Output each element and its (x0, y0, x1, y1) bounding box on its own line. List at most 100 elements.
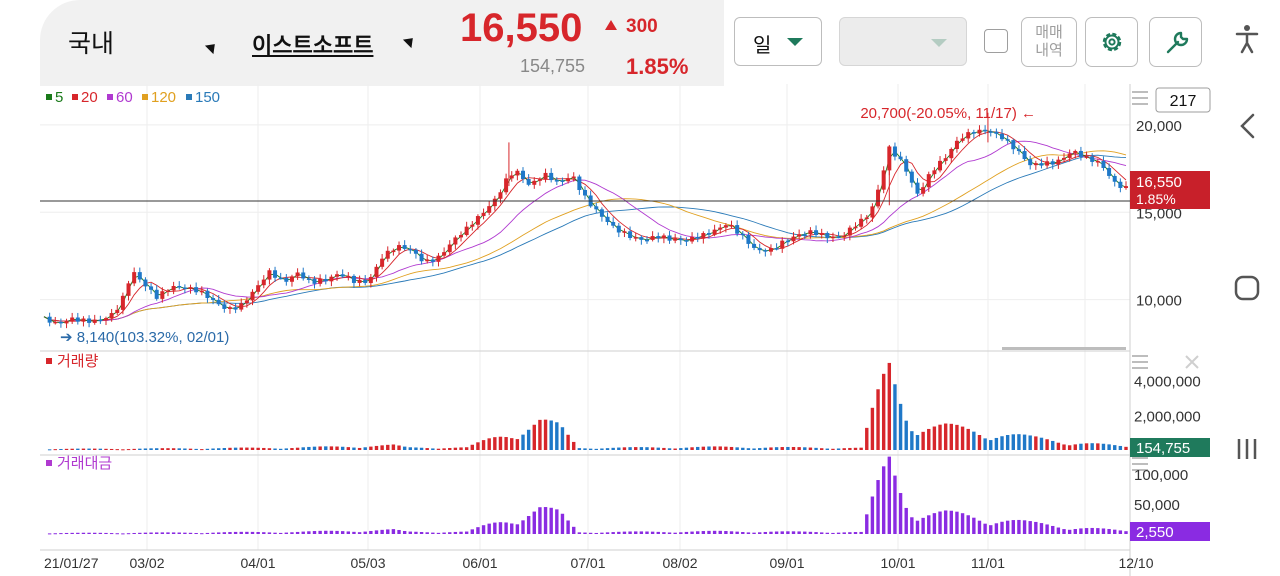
volume-tick-label: 2,000,000 (1134, 408, 1201, 425)
volume-bar (397, 445, 401, 450)
volume-bar (543, 419, 548, 450)
amount-bar (966, 515, 970, 534)
volume-bar (194, 448, 198, 450)
amount-bar (622, 531, 627, 534)
volume-bar (690, 447, 694, 450)
volume-bar (791, 446, 796, 450)
amount-bar (515, 524, 520, 534)
volume-bar (662, 447, 666, 450)
candle-up (650, 236, 655, 240)
legend-label: 120 (151, 89, 176, 106)
secondary-select[interactable] (839, 17, 967, 66)
price-tick-label: 20,000 (1136, 118, 1182, 135)
amount-bar (346, 531, 351, 534)
candle-up (103, 318, 108, 321)
volume-bar (459, 447, 463, 450)
market-caret-icon[interactable] (204, 39, 220, 55)
candle-up (436, 255, 441, 262)
volume-bar (324, 446, 328, 450)
candle-up (126, 283, 131, 296)
candle-down (177, 285, 182, 288)
legend-label: 5 (55, 89, 63, 106)
amount-bar (549, 507, 553, 534)
amount-bar (284, 532, 289, 534)
candle-up (921, 187, 926, 194)
candle-down (1000, 133, 1005, 140)
volume-bar (301, 447, 305, 450)
amount-bar (566, 520, 570, 534)
volume-bar (200, 449, 204, 451)
legend-swatch (142, 94, 148, 100)
candle-down (363, 279, 368, 284)
candle-up (1056, 159, 1061, 165)
amount-bar (577, 532, 582, 534)
market-selector[interactable]: 국내 (68, 30, 115, 58)
amount-bar (93, 532, 97, 534)
candle-up (92, 319, 97, 323)
candle-down (644, 239, 649, 242)
amount-bar (910, 517, 914, 534)
volume-bar (1034, 436, 1038, 450)
candle-up (425, 259, 430, 262)
scroll-indicator (1002, 347, 1126, 350)
back-chevron-icon[interactable] (1238, 113, 1258, 139)
volume-bar (566, 434, 570, 450)
amount-tick-label: 100,000 (1134, 467, 1188, 484)
recent-apps-icon[interactable] (1234, 436, 1260, 462)
volume-bar (594, 448, 598, 450)
volume-bar (938, 424, 942, 450)
candle-up (864, 217, 869, 219)
candle-up (797, 234, 802, 237)
price-chart[interactable]: 5 20 60 120 150 20,700(-20.05%, 11/17) ← ➔ 8,1… (40, 84, 1212, 576)
volume-bar (115, 449, 119, 451)
candle-down (1028, 159, 1033, 166)
volume-bar (515, 439, 520, 450)
candle-down (521, 170, 526, 180)
trade-history-button[interactable]: 매매 내역 (1021, 17, 1077, 67)
chevron-down-icon (931, 39, 947, 47)
tools-button[interactable] (1149, 17, 1202, 67)
toggle-checkbox[interactable] (984, 29, 1008, 53)
period-select[interactable]: 일 (734, 17, 822, 66)
volume-bar (1017, 434, 1021, 450)
candle-down (583, 189, 587, 196)
volume-bar (825, 448, 830, 450)
volume-bar (425, 448, 429, 450)
candle-up (357, 279, 362, 283)
settings-button[interactable] (1085, 17, 1138, 67)
volume-bar (696, 446, 700, 450)
home-icon[interactable] (1234, 275, 1260, 301)
volume-bar (600, 448, 604, 450)
candle-down (408, 248, 413, 251)
volume-bar (645, 447, 649, 450)
volume-bar (222, 447, 227, 450)
amount-bar (881, 466, 886, 534)
volume-bar (138, 448, 142, 450)
legend-swatch (186, 94, 192, 100)
volume-bar (684, 447, 689, 450)
candle-up (977, 129, 982, 134)
candle-down (222, 304, 227, 309)
amount-bar (177, 532, 181, 534)
accessibility-icon[interactable] (1234, 24, 1260, 54)
volume-bar (679, 448, 683, 450)
volume-bar (188, 448, 193, 450)
candle-down (1118, 181, 1123, 188)
amount-bar (927, 515, 931, 534)
candle-up (960, 138, 965, 141)
stock-caret-icon[interactable] (402, 33, 418, 49)
candle-down (667, 235, 672, 241)
volume-bar (166, 448, 170, 450)
candle-up (132, 272, 137, 284)
amount-bar (453, 531, 458, 534)
amount-bar (324, 530, 328, 534)
volume-bar (1011, 434, 1015, 450)
candle-down (216, 299, 221, 305)
stock-name[interactable]: 이스트소프트 (252, 33, 374, 58)
amount-bar (696, 531, 700, 534)
candle-down (706, 233, 711, 235)
amount-bar (814, 532, 818, 534)
candle-up (701, 233, 706, 239)
price-tick-label: 15,000 (1136, 205, 1182, 222)
volume-bar (104, 448, 108, 450)
